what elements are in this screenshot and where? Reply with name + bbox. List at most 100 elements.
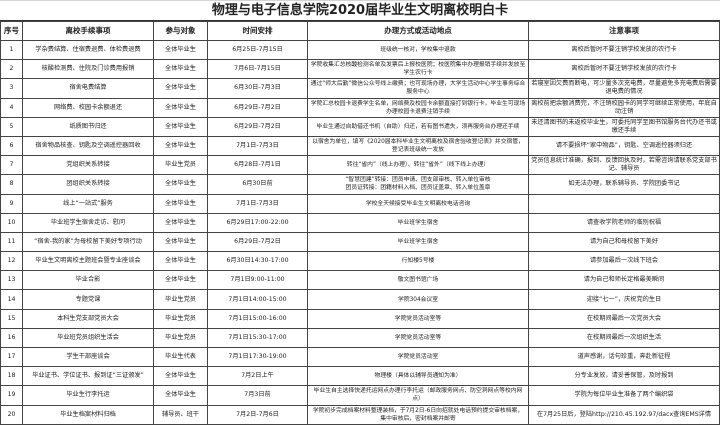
cell-target: 全体毕业生	[153, 231, 208, 253]
header-method: 办理方式或活动地点	[307, 21, 529, 41]
cell-seq: 4	[0, 97, 23, 118]
cell-seq: 12	[0, 251, 23, 272]
cell-item: 学杂费结算、住宿费退费、体检费退费	[22, 39, 154, 61]
cell-target: 毕业生党员	[153, 327, 208, 349]
table-row: 16 毕业班党员组织生活会 毕业生党员 7月1日15:30-17:00 学院党员活动室等…	[0, 327, 720, 349]
cell-seq: 8	[0, 174, 23, 195]
cell-notes: 请不要损坏“家中物品”，钥匙、空调遥控器须归还	[528, 135, 720, 157]
header-notes: 注意事项	[528, 21, 720, 41]
cell-notes: 请参加最后一次线下班会	[528, 251, 720, 272]
table-row: 20 毕业生档案材料归档 辅导员、班干 7月2日-7月6日 学院初步完成档案材料整理装档…	[0, 404, 720, 425]
cell-method: 通过“师大后勤”微信公众号线上缴费；也可现场办理，大学生活动中心学生事务综合服务…	[307, 78, 529, 99]
cell-notes: 请为自己和师长定格最美瞬间	[528, 270, 720, 291]
cell-target: 全体毕业生	[153, 385, 208, 406]
cell-notes: 分专业发放，请妥善保管，及时报到	[528, 366, 720, 387]
table-row: 4 网络费、校园卡余额退还 全体毕业生 6月29日-7月2日 学院汇总校园卡退费学生名单…	[0, 97, 720, 118]
cell-notes: 离校后暂时不要注销学校发放的农行卡	[528, 59, 720, 80]
cell-item: 网络费、校园卡余额退还	[22, 97, 154, 118]
cell-target: 全体毕业生	[153, 212, 208, 233]
cell-time: 6月30日-7月3日	[207, 78, 308, 99]
table-row: 3 宿舍电费结算 全体毕业生 6月30日-7月3日 通过“师大后勤”微信公众号线上缴费；…	[0, 78, 720, 99]
cell-item: 党组织关系转接	[22, 155, 154, 176]
cell-time: 7月1日15:00-16:00	[207, 308, 308, 329]
cell-seq: 7	[0, 155, 23, 176]
cell-notes: 请为自己和母校留下美好	[528, 231, 720, 253]
cell-target: 全体毕业生	[153, 59, 208, 80]
table-row: 17 学生干部座谈会 毕业生代表 7月1日17:30-19:00 学院党员活动室 道声感谢…	[0, 346, 720, 368]
cell-method: 物理楼（具体以辅导员通知为准）	[307, 366, 529, 387]
cell-target: 全体毕业生	[153, 78, 208, 99]
cell-method: 学院党员活动室	[307, 346, 529, 368]
cell-seq: 14	[0, 289, 23, 310]
cell-target: 全体毕业生	[153, 116, 208, 137]
table-row: 5 纸质图书归还 全体毕业生 6月29日-7月2日 毕业生通过自助借还书机（自助）归还，…	[0, 116, 720, 137]
cell-method: 学院党员活动室等	[307, 308, 529, 329]
cell-notes: 在校期间最后一次党员大会	[528, 308, 720, 329]
cell-method: 学院初步完成档案材料整理装档，于7月2日-6日向招就处电话预约提交审核档案，集中…	[307, 404, 529, 425]
cell-method: 毕业班学生宿舍	[307, 212, 529, 233]
cell-seq: 6	[0, 135, 23, 157]
cell-method: 转往“省内”（线上办理）、转往“省外”（线下线上办理）	[307, 155, 529, 176]
cell-seq: 13	[0, 270, 23, 291]
cell-item: 宿舍电费结算	[22, 78, 154, 99]
cell-notes: 离校前把余额消费完，不注销校园卡的同学可继续正常使用，年底自动注销	[528, 97, 720, 118]
cell-target: 全体毕业生	[153, 270, 208, 291]
cell-notes: 学院为每位毕业生准备了两个编织袋	[528, 385, 720, 406]
cell-time: 6月25日-7月15日	[207, 39, 308, 61]
cell-time: 6月28日-7月1日	[207, 155, 308, 176]
cell-target: 毕业生党员	[153, 289, 208, 310]
cell-time: 7月2日-7月6日	[207, 404, 308, 425]
cell-target: 全体毕业生	[153, 39, 208, 61]
cell-item: 专题党课	[22, 289, 154, 310]
cell-item: 毕业班党员组织生活会	[22, 327, 154, 349]
table-row: 9 线上“一站式”服务 全体毕业生 7月1日-7月3日 学校全天候接受毕业生文明离校电话…	[0, 193, 720, 214]
cell-method: 以宿舍为单位，填写《2020届本科毕业生文明离校及宿舍验收登记表》并交宿管，登记…	[307, 135, 529, 157]
cell-time: 7月1日14:00-15:00	[207, 289, 308, 310]
header-row: 序号 离校手续事项 参与对象 时间安排 办理方式或活动地点 注意事项	[0, 21, 720, 41]
cell-method: 行知楼5号楼	[307, 251, 529, 272]
cell-item: 宿舍物品核查、钥匙及空调遥控器回收	[22, 135, 154, 157]
cell-seq: 19	[0, 385, 23, 406]
cell-notes: 离校后暂时不要注销学校发放的农行卡	[528, 39, 720, 61]
cell-target: 全体毕业生	[153, 251, 208, 272]
cell-notes: 未还清图书的未返校毕业生，可委托同学至图书馆服务台代办还书或缴还手续	[528, 116, 720, 137]
table-row: 19 毕业生行李托运 全体毕业生 7月3日前 毕业生自主选择快递托运网点办理行李托运（邮…	[0, 385, 720, 406]
cell-item: 团组织关系转接	[22, 174, 154, 195]
cell-seq: 3	[0, 78, 23, 99]
cell-item: 毕业生档案材料归档	[22, 404, 154, 425]
cell-seq: 10	[0, 212, 23, 233]
cell-time: 7月2日上午	[207, 366, 308, 387]
cell-method: 学院收集汇总核酸检测名单及发票后上报校医院；校医院集中办理报销手续并发放至学生农…	[307, 59, 529, 80]
cell-seq: 16	[0, 327, 23, 349]
cell-seq: 17	[0, 346, 23, 368]
table-row: 6 宿舍物品核查、钥匙及空调遥控器回收 全体毕业生 7月1日-7月3日 以宿舍为单位，填…	[0, 135, 720, 157]
cell-seq: 5	[0, 116, 23, 137]
cell-item: 核酸检测费、住院及门诊费用报销	[22, 59, 154, 80]
cell-target: 全体毕业生	[153, 97, 208, 118]
table-row: 10 毕业班学生宿舍走访、慰问 全体毕业生 6月29日17:00-22:00 毕业班学生…	[0, 212, 720, 233]
cell-notes: 如无法办理，联系辅导员、学院团委书记	[528, 174, 720, 195]
cell-target: 毕业生党员	[153, 308, 208, 329]
table-row: 13 毕业合影 全体毕业生 7月1日9:00-11:00 敬文图书馆广场 请为自己和师长定…	[0, 270, 720, 291]
table-row: 1 学杂费结算、住宿费退费、体检费退费 全体毕业生 6月25日-7月15日 班级统一核对…	[0, 39, 720, 61]
cell-method: 班级统一核对，学校集中退款	[307, 39, 529, 61]
cell-time: 7月1日9:00-11:00	[207, 270, 308, 291]
cell-time: 7月6日-7月15日	[207, 59, 308, 80]
cell-notes	[528, 193, 720, 214]
table-row: 14 专题党课 毕业生党员 7月1日14:00-15:00 学院304会议室 迎接“七一”…	[0, 289, 720, 310]
cell-item: 本科生党支部党员大会	[22, 308, 154, 329]
cell-target: 全体毕业生	[153, 193, 208, 214]
cell-method: “智慧团建”转接：团员申请、团支部审核、转入单位审核 团员证转接：团籍材料入档、…	[307, 174, 529, 195]
cell-seq: 20	[0, 404, 23, 425]
cell-notes: 请查收学院老师的临别祝福	[528, 212, 720, 233]
table-row: 15 本科生党支部党员大会 毕业生党员 7月1日15:00-16:00 学院党员活动室等…	[0, 308, 720, 329]
cell-time: 7月3日前	[207, 385, 308, 406]
cell-method: 学院304会议室	[307, 289, 529, 310]
header-item: 离校手续事项	[22, 21, 154, 41]
table-row: 18 毕业证书、学位证书、报到证“三证颁发” 全体毕业生 7月2日上午 物理楼（具体以辅…	[0, 366, 720, 387]
cell-item: 毕业合影	[22, 270, 154, 291]
cell-notes: 在校期间最后一次组织生活	[528, 327, 720, 349]
cell-item: 学生干部座谈会	[22, 346, 154, 368]
cell-method: 敬文图书馆广场	[307, 270, 529, 291]
